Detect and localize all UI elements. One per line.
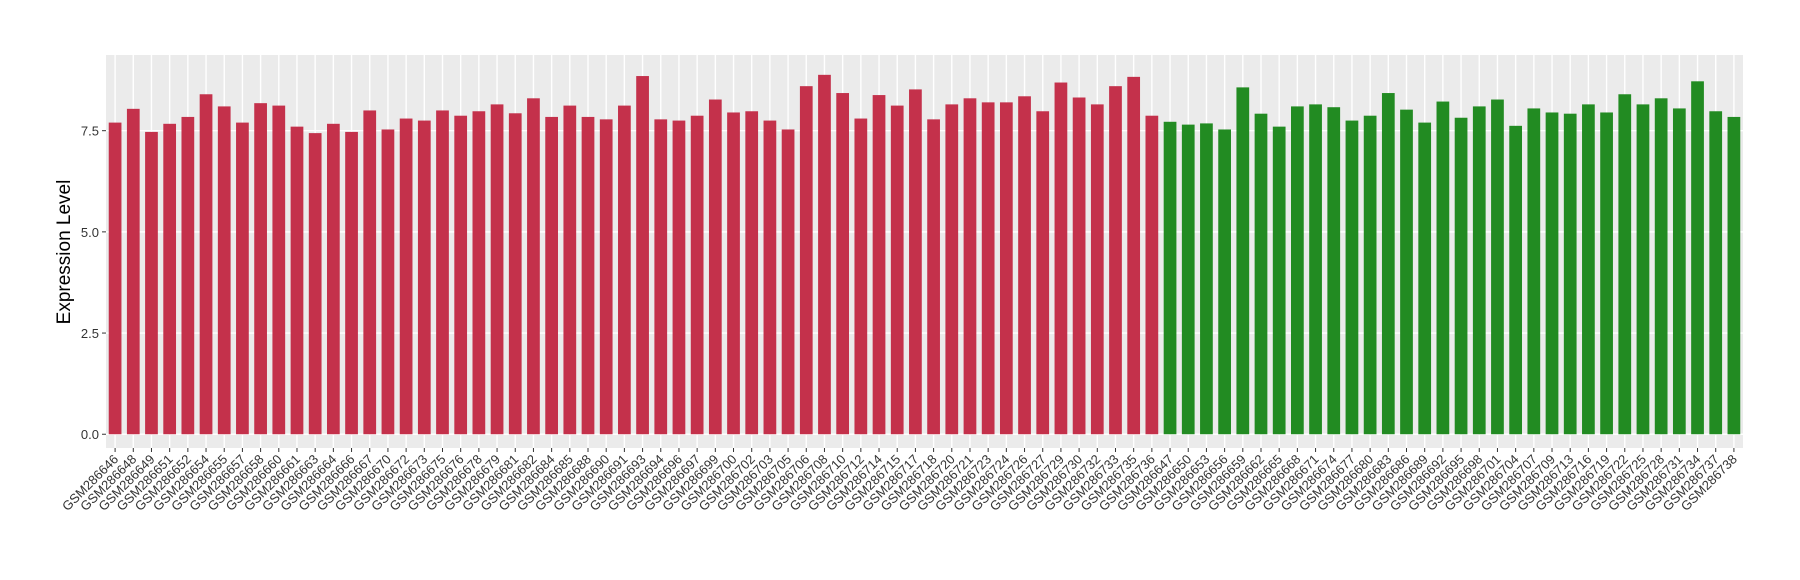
bar [1600,112,1613,435]
bar [872,95,886,435]
bar [690,115,704,435]
bar [999,102,1013,435]
bar [1545,112,1559,435]
bar [1436,101,1450,435]
bar [1363,115,1377,435]
bar [945,104,959,435]
bar [1345,120,1359,435]
bar [636,76,649,435]
y-tick-label: 2.5 [81,326,99,341]
bar [326,123,340,435]
bar [508,113,522,435]
bar [399,118,413,435]
bar [527,98,540,435]
bar [1563,113,1577,435]
bar [1200,123,1213,435]
bar [1127,76,1141,435]
bar [745,111,759,435]
bar [890,105,904,435]
bar [1691,81,1704,435]
bar [1291,106,1304,435]
bar [308,133,322,435]
bar [1636,104,1650,435]
bar [472,111,486,435]
bar [345,131,358,435]
bar [1527,108,1541,435]
bar [1018,96,1031,435]
y-tick-label: 0.0 [81,427,99,442]
bar [1272,126,1286,435]
bar [599,119,613,435]
bar [799,86,813,435]
bar [1090,104,1104,435]
bar [1254,113,1268,435]
bar [436,110,449,435]
bar [818,74,831,435]
y-tick-label: 7.5 [81,124,99,139]
bar [545,116,558,435]
bar [581,116,595,435]
bar [781,129,795,435]
bar [363,110,377,435]
panel [106,55,1743,448]
bar [108,122,122,435]
bar [836,93,850,435]
bar [563,105,577,435]
bar [727,112,740,435]
y-tick-label: 5.0 [81,225,99,240]
bar [1400,109,1413,435]
bar [417,120,431,435]
bar [1509,125,1523,435]
bar [981,102,995,435]
bar [217,106,231,435]
bar [381,129,395,435]
bar [126,108,140,435]
bar [1236,87,1250,435]
bar [1654,98,1668,435]
bar [763,120,777,435]
bar [618,105,631,435]
bar [181,116,195,435]
bar [199,94,213,435]
bar [1327,107,1341,435]
bar [1618,94,1632,435]
bar [672,120,686,435]
bar [254,103,267,435]
bar [1036,111,1050,435]
bar [236,122,249,435]
bar [1672,108,1686,435]
bar [163,123,177,435]
bar [1054,82,1068,435]
bar [909,89,922,435]
bar [1727,116,1741,435]
bar [1181,124,1195,435]
bar [1309,104,1322,435]
bar [1109,86,1122,435]
bar [454,115,468,435]
y-axis-label: Expression Level [54,180,75,325]
bar [1218,129,1231,435]
bar [1072,97,1086,435]
bar [290,126,304,435]
bar [654,119,668,435]
bar [963,98,977,435]
bar [854,118,868,435]
bar [1472,106,1486,435]
bar [490,104,504,435]
bar [1454,117,1468,435]
bar [1582,104,1595,435]
bar [1709,111,1723,435]
bar [1163,121,1177,435]
bar [272,105,286,435]
bar [927,119,940,435]
bar [1381,93,1395,435]
bar [1491,99,1504,435]
bar [708,99,722,435]
bar [145,131,158,435]
bar [1418,122,1432,435]
bar [1145,115,1159,435]
